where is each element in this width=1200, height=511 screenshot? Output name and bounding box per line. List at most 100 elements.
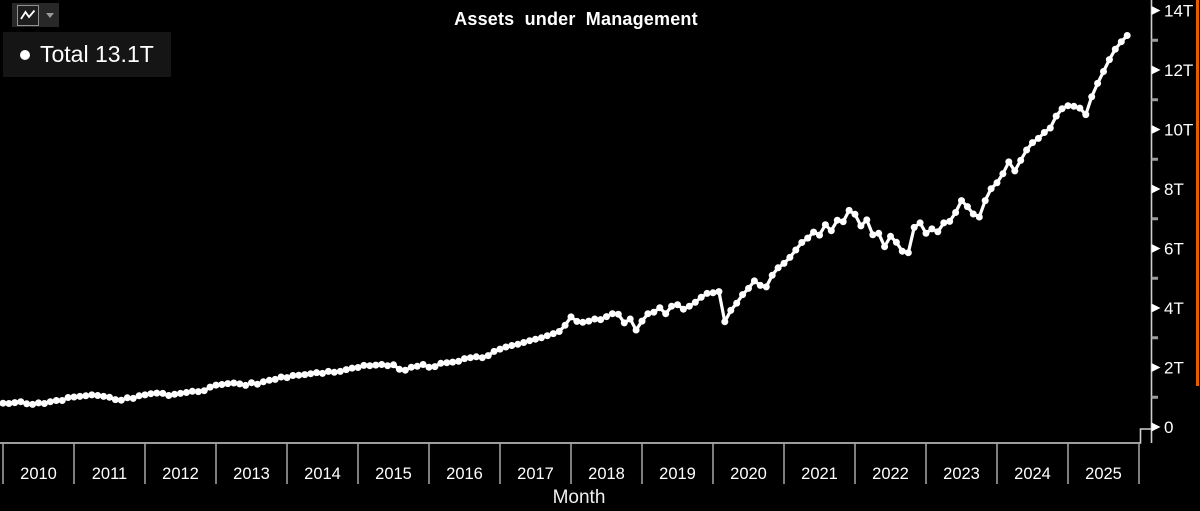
data-point-marker	[679, 305, 687, 313]
data-point-marker	[117, 396, 125, 404]
x-axis-year-label: 2024	[1014, 465, 1051, 483]
y-axis-tick-label: 2T	[1164, 359, 1184, 378]
data-point-marker	[638, 317, 646, 325]
legend-label: Total 13.1T	[40, 41, 154, 67]
data-point-marker	[1058, 105, 1066, 113]
data-point-marker	[940, 219, 948, 227]
y-minor-tick	[1151, 395, 1158, 399]
data-point-marker	[182, 389, 190, 396]
data-point-marker	[224, 380, 232, 388]
data-point-marker	[236, 380, 244, 388]
data-point-marker	[697, 293, 705, 301]
data-point-marker	[490, 347, 498, 355]
data-point-marker	[774, 264, 782, 272]
data-point-marker	[218, 381, 226, 388]
data-point-marker	[786, 253, 794, 261]
data-point-marker	[579, 318, 587, 326]
data-point-marker	[11, 399, 19, 407]
data-point-marker	[1046, 124, 1054, 132]
data-point-marker	[733, 299, 741, 307]
data-point-marker	[23, 400, 31, 408]
data-point-marker	[64, 394, 72, 401]
legend[interactable]: Total 13.1T	[3, 32, 171, 77]
data-point-marker	[821, 221, 829, 229]
data-point-marker	[969, 210, 977, 218]
y-minor-tick	[1151, 336, 1158, 340]
data-point-marker	[431, 363, 439, 371]
data-point-marker	[845, 206, 853, 214]
x-axis-year-label: 2017	[517, 465, 554, 483]
data-point-marker	[188, 387, 196, 395]
data-point-marker	[727, 306, 735, 314]
y-axis-tick-label: 12T	[1164, 61, 1193, 80]
x-axis-year-label: 2010	[20, 465, 57, 483]
x-axis-year-label: 2021	[801, 465, 838, 483]
data-point-marker	[0, 399, 7, 407]
data-point-marker	[194, 388, 202, 396]
data-point-marker	[632, 326, 640, 334]
data-point-marker	[1100, 68, 1107, 75]
data-point-marker	[141, 391, 149, 399]
data-point-marker	[206, 383, 214, 391]
data-point-marker	[892, 238, 900, 246]
data-point-marker	[277, 373, 285, 381]
data-point-marker	[674, 301, 681, 309]
data-point-marker	[514, 340, 522, 348]
x-axis-year-label: 2018	[588, 465, 625, 483]
data-point-marker	[934, 228, 942, 236]
data-point-marker	[466, 354, 474, 362]
x-axis-year-label: 2011	[92, 465, 127, 483]
data-point-marker	[591, 315, 599, 323]
x-axis-year-label: 2016	[446, 465, 483, 483]
data-point-marker	[597, 316, 605, 324]
data-point-marker	[910, 223, 918, 231]
data-point-marker	[129, 394, 137, 402]
data-point-marker	[384, 362, 392, 370]
data-point-marker	[1023, 146, 1031, 154]
data-point-marker	[425, 363, 433, 371]
data-point-marker	[295, 371, 303, 379]
data-point-marker	[395, 365, 403, 373]
data-point-marker	[946, 217, 954, 225]
data-point-marker	[212, 381, 220, 389]
data-point-marker	[851, 210, 859, 218]
data-point-marker	[88, 391, 96, 399]
data-point-marker	[952, 209, 960, 216]
data-point-marker	[739, 291, 747, 299]
x-axis-year-label: 2022	[872, 465, 909, 483]
data-point-marker	[5, 400, 13, 407]
data-point-marker	[668, 302, 676, 310]
series-marker-dot	[20, 49, 30, 60]
data-point-marker	[691, 298, 699, 306]
data-point-marker	[745, 284, 752, 292]
data-point-marker	[289, 372, 297, 379]
data-point-marker	[833, 216, 841, 224]
data-point-marker	[153, 389, 161, 397]
scroll-indicator[interactable]	[1196, 0, 1199, 386]
data-point-marker	[248, 379, 255, 387]
data-point-marker	[561, 321, 569, 329]
data-point-marker	[875, 229, 883, 237]
x-axis-year-label: 2015	[375, 465, 412, 483]
data-point-marker	[100, 392, 108, 400]
data-point-marker	[1017, 156, 1025, 164]
data-point-marker	[135, 392, 143, 400]
data-point-marker	[1082, 111, 1090, 119]
y-tick-arrow-icon	[1151, 184, 1161, 194]
x-axis-year-label: 2020	[730, 465, 767, 483]
data-point-marker	[792, 246, 800, 254]
data-point-marker	[715, 288, 723, 296]
data-point-marker	[863, 216, 871, 224]
chart-type-button[interactable]	[12, 3, 59, 27]
data-point-marker	[958, 197, 965, 205]
data-point-marker	[455, 357, 463, 365]
data-point-marker	[614, 310, 622, 318]
series-line	[0, 33, 1129, 406]
data-point-marker	[650, 308, 658, 316]
y-axis-tick-label: 4T	[1164, 299, 1184, 318]
data-point-marker	[484, 352, 492, 360]
data-point-marker	[1052, 112, 1060, 120]
data-point-marker	[313, 369, 321, 377]
data-point-marker	[437, 359, 445, 367]
